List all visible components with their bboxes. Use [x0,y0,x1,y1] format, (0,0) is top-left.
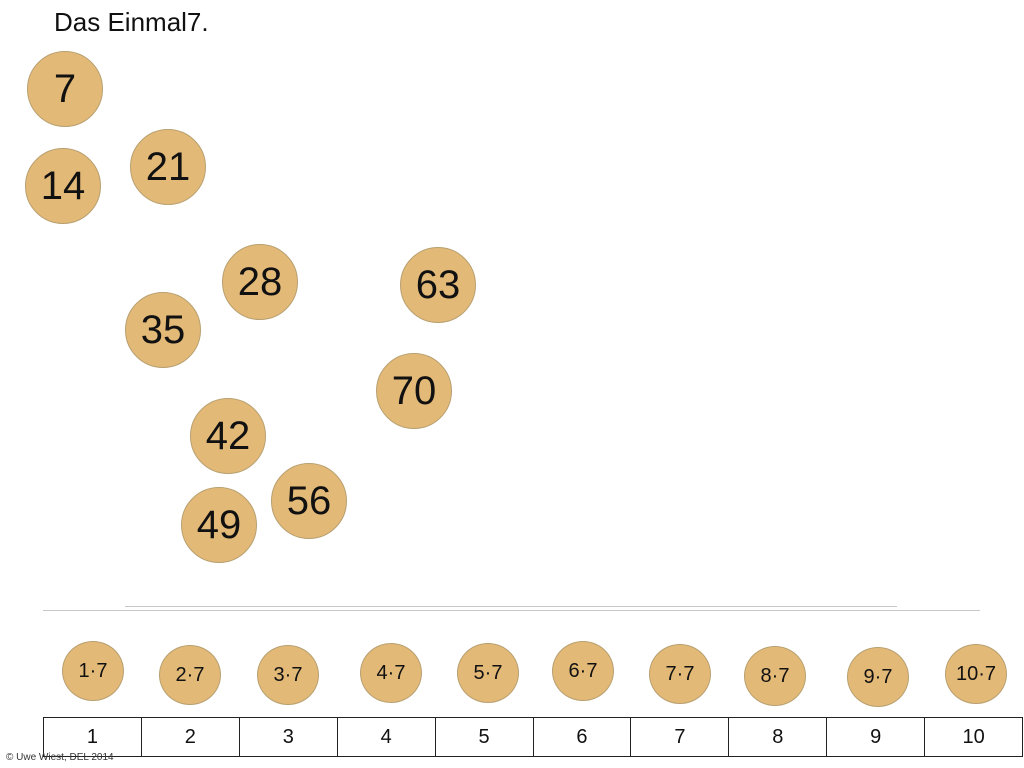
copyright-note: © Uwe Wiest, DEL 2014 [6,752,114,763]
coin-multiple-63[interactable]: 63 [400,247,476,323]
coin-multiple-7[interactable]: 7 [27,51,103,127]
divider-line-short [125,606,897,607]
coin-multiple-14[interactable]: 14 [25,148,101,224]
divider-line-long [43,610,980,611]
coin-expression-6[interactable]: 6·7 [552,641,614,701]
coin-expression-5[interactable]: 5·7 [457,643,519,703]
coin-expression-8[interactable]: 8·7 [744,646,806,706]
number-line-cell: 8 [729,718,828,756]
coin-multiple-70[interactable]: 70 [376,353,452,429]
number-line-cell: 1 [44,718,142,756]
coin-expression-3[interactable]: 3·7 [257,645,319,705]
coin-expression-7[interactable]: 7·7 [649,644,711,704]
number-line-cell: 7 [631,718,730,756]
coin-expression-2[interactable]: 2·7 [159,645,221,705]
coin-multiple-56[interactable]: 56 [271,463,347,539]
number-line-cell: 9 [827,718,926,756]
coin-expression-10[interactable]: 10·7 [945,644,1007,704]
number-line: 1 2 3 4 5 6 7 8 9 10 [43,717,1023,757]
number-line-cell: 5 [436,718,534,756]
coin-multiple-21[interactable]: 21 [130,129,206,205]
number-line-cell: 2 [142,718,240,756]
coin-multiple-28[interactable]: 28 [222,244,298,320]
coin-expression-1[interactable]: 1·7 [62,641,124,701]
coin-multiple-42[interactable]: 42 [190,398,266,474]
coin-multiple-49[interactable]: 49 [181,487,257,563]
number-line-cell: 3 [240,718,338,756]
coin-expression-9[interactable]: 9·7 [847,647,909,707]
coin-expression-4[interactable]: 4·7 [360,643,422,703]
number-line-cell: 6 [534,718,632,756]
page-title: Das Einmal7. [54,7,209,37]
coin-multiple-35[interactable]: 35 [125,292,201,368]
number-line-cell: 10 [962,725,985,748]
number-line-cell: 4 [338,718,436,756]
